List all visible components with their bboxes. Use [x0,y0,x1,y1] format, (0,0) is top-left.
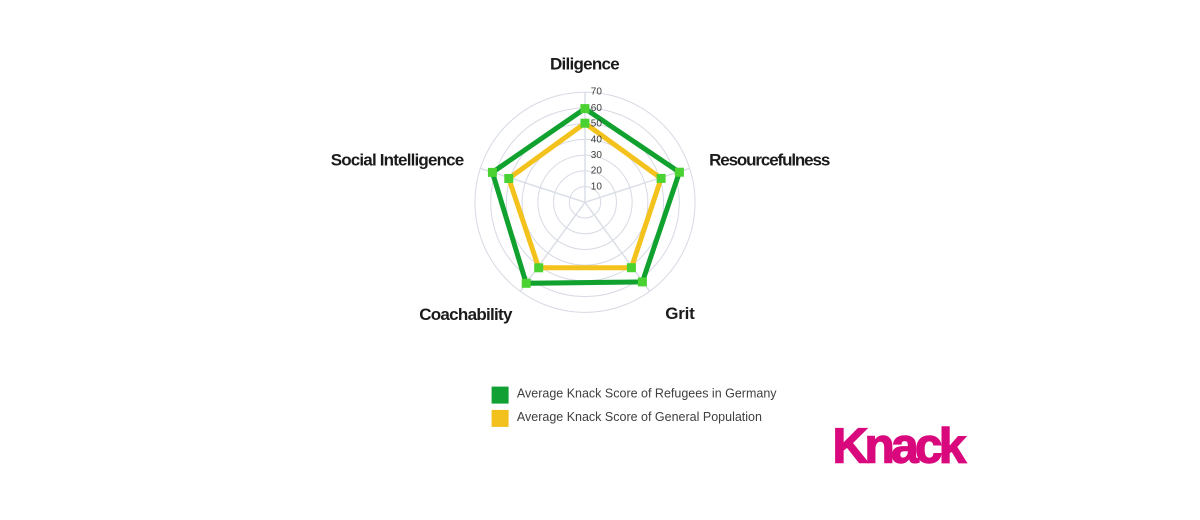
svg-text:Resourcefulness: Resourcefulness [709,151,830,170]
svg-text:Knack: Knack [833,419,967,474]
svg-text:Social Intelligence: Social Intelligence [331,150,464,169]
svg-text:40: 40 [591,134,603,145]
svg-text:Average Knack Score of General: Average Knack Score of General Populatio… [517,410,762,424]
svg-text:Diligence: Diligence [550,55,619,74]
svg-text:50: 50 [591,119,603,130]
svg-text:20: 20 [591,166,603,177]
svg-text:70: 70 [591,86,603,97]
svg-text:10: 10 [591,181,603,192]
svg-text:Grit: Grit [665,304,695,323]
svg-text:60: 60 [591,103,603,114]
svg-text:Coachability: Coachability [419,305,513,324]
svg-text:Average Knack Score of Refugee: Average Knack Score of Refugees in Germa… [517,387,777,401]
svg-text:30: 30 [591,150,603,161]
